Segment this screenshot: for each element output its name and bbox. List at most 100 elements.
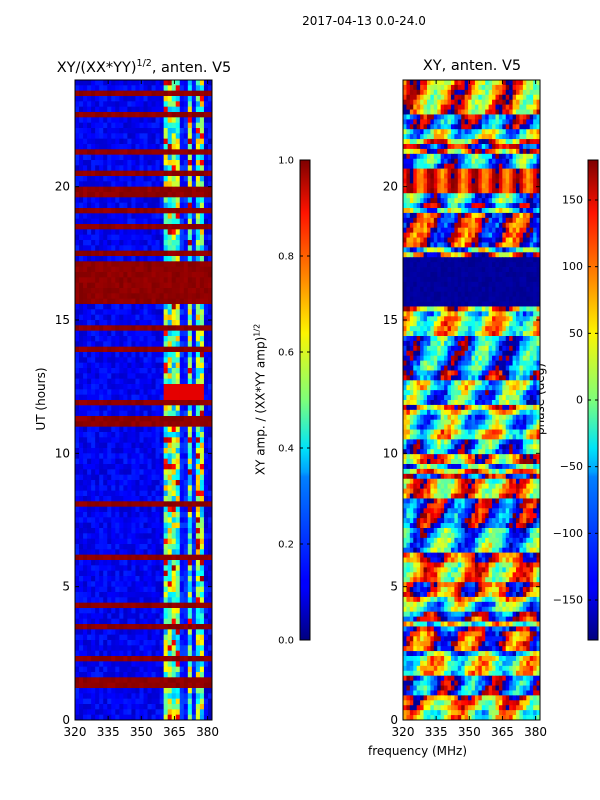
left-heatmap-cell [75,362,80,369]
right-heatmap-cell [450,183,455,189]
right-heatmap-cell [409,153,414,160]
left-heatmap-cell [115,288,120,294]
left-heatmap-cell [99,208,104,214]
left-heatmap-cell [103,90,108,97]
left-heatmap-cell [83,234,88,241]
right-heatmap-cell [420,188,425,194]
left-heatmap-cell [103,469,108,476]
left-heatmap-cell [103,128,108,134]
left-heatmap-cell [151,394,157,401]
left-heatmap-cell [147,122,153,129]
left-heatmap-cell [99,357,104,364]
left-heatmap-cell [199,522,205,529]
left-heatmap-cell [123,501,128,508]
left-heatmap-cell [171,464,177,470]
left-heatmap-cell [123,170,128,177]
left-heatmap-cell [131,442,136,449]
left-heatmap-cell [83,480,88,486]
left-heatmap-cell [115,378,120,385]
right-heatmap-cell [492,124,496,130]
left-heatmap-cell [87,362,92,369]
left-heatmap-cell [123,448,128,454]
left-heatmap-cell [107,704,112,710]
left-heatmap-cell [159,400,165,406]
left-heatmap-cell [167,650,173,657]
left-heatmap-cell [75,570,80,577]
left-heatmap-cell [159,618,165,625]
left-heatmap-cell [143,714,149,721]
left-heatmap-cell [155,160,161,166]
left-heatmap-cell [99,688,104,694]
left-heatmap-cell [203,128,209,134]
left-heatmap-cell [135,645,140,652]
left-heatmap-cell [103,357,108,364]
left-heatmap-cell [91,682,96,689]
left-heatmap-cell [171,544,177,550]
left-heatmap-cell [171,320,177,326]
left-heatmap-cell [123,512,128,518]
left-heatmap-cell [179,357,185,364]
left-heatmap-cell [99,213,104,220]
left-heatmap-cell [207,682,213,689]
left-heatmap-cell [103,389,108,396]
left-heatmap-cell [175,154,181,161]
left-heatmap-cell [203,522,209,529]
left-heatmap-cell [171,602,177,609]
left-heatmap-cell [147,389,153,396]
left-heatmap-cell [83,368,88,374]
left-heatmap-cell [179,501,185,508]
left-heatmap-cell [167,112,173,118]
left-heatmap-cell [139,394,144,401]
right-heatmap-cell [437,168,442,174]
left-heatmap-cell [95,405,100,412]
left-heatmap-cell [207,570,213,577]
left-heatmap-cell [155,90,161,97]
left-heatmap-cell [79,522,84,529]
left-heatmap-cell [83,106,88,113]
left-heatmap-cell [79,261,84,268]
right-heatmap-cell [426,188,431,194]
left-heatmap-cell [171,309,177,316]
right-heatmap-cell [471,114,476,120]
left-heatmap-cell [207,688,213,694]
left-heatmap-cell [171,128,177,134]
right-heatmap-cell [478,183,483,189]
left-heatmap-cell [159,645,165,652]
left-heatmap-cell [131,197,136,204]
right-heatmap-cell [447,99,452,106]
left-heatmap-cell [115,693,120,700]
left-heatmap-cell [79,682,84,689]
left-heatmap-cell [203,496,209,502]
left-heatmap-cell [123,277,128,284]
right-heatmap-cell [505,124,510,130]
left-heatmap-cell [195,512,201,518]
left-heatmap-cell [195,112,201,118]
left-heatmap-cell [147,672,153,678]
right-heatmap-cell [457,129,462,135]
left-heatmap-cell [143,80,149,86]
right-heatmap-cell [454,183,459,189]
right-heatmap-cell [474,94,479,101]
left-heatmap-cell [175,160,181,166]
right-heatmap-cell [488,158,493,165]
left-heatmap-cell [155,474,161,481]
left-heatmap-cell [83,277,88,284]
right-heatmap-cell [413,119,418,125]
left-heatmap-cell [131,682,136,689]
left-heatmap-cell [99,480,104,486]
left-heatmap-cell [195,197,201,204]
right-heatmap-cell [430,148,435,155]
left-heatmap-cell [131,101,136,108]
left-heatmap-cell [139,474,144,481]
left-heatmap-cell [127,138,132,145]
left-heatmap-cell [187,160,193,166]
left-heatmap-cell [155,277,161,284]
left-heatmap-cell [91,704,96,710]
left-heatmap-cell [115,421,120,428]
left-heatmap-cell [83,90,88,97]
left-heatmap-cell [183,208,189,214]
left-heatmap-cell [183,453,189,460]
left-heatmap-cell [187,528,193,534]
left-heatmap-cell [83,512,88,518]
left-heatmap-cell [159,517,165,524]
